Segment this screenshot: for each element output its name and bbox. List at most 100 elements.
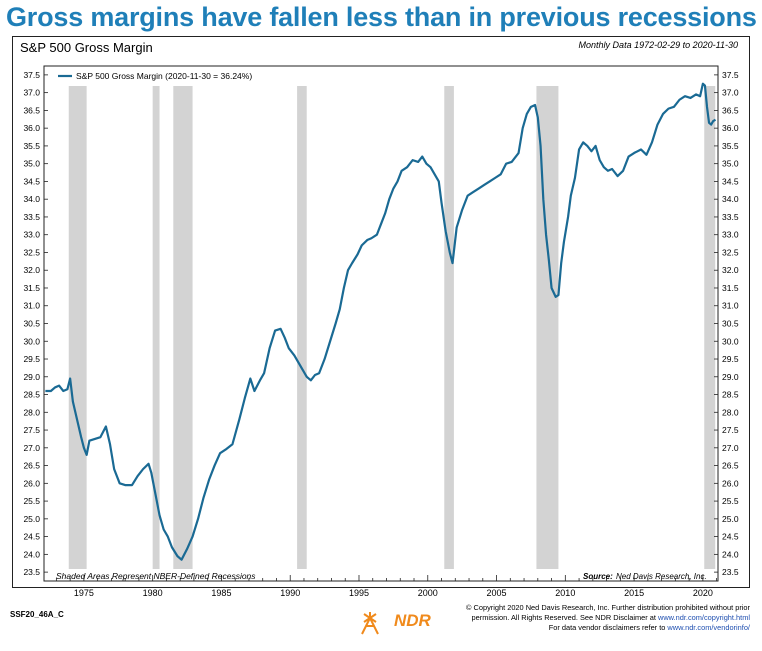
series-layer <box>45 82 717 561</box>
tick-layer: 23.5 23.5 24.0 24.0 24.5 24.5 25.0 25.0 25.5 25.5… <box>23 70 738 598</box>
y-tick-label-right: 31.5 <box>722 283 739 293</box>
y-tick-label-left: 28.0 <box>23 407 40 417</box>
recession-band-4 <box>444 86 454 569</box>
y-tick-label-left: 28.5 <box>23 390 40 400</box>
y-tick-label-left: 29.0 <box>23 372 40 382</box>
x-tick-label: 2020 <box>693 588 713 598</box>
recession-shading-layer <box>68 86 716 569</box>
y-tick-label-left: 36.5 <box>23 105 40 115</box>
y-tick-label-right: 30.0 <box>722 336 739 346</box>
x-tick-label: 1990 <box>280 588 300 598</box>
legend-label: S&P 500 Gross Margin (2020-11-30 = 36.24… <box>76 71 252 81</box>
y-tick-label-right: 36.0 <box>722 123 739 133</box>
y-tick-label-right: 26.5 <box>722 461 739 471</box>
y-tick-label-left: 24.0 <box>23 549 40 559</box>
x-tick-label: 1985 <box>211 588 231 598</box>
y-tick-label-right: 29.5 <box>722 354 739 364</box>
y-tick-label-right: 30.5 <box>722 319 739 329</box>
y-tick-label-right: 34.0 <box>722 194 739 204</box>
y-tick-label-left: 27.5 <box>23 425 40 435</box>
recession-band-6 <box>704 86 716 569</box>
y-tick-label-right: 37.5 <box>722 70 739 80</box>
y-tick-label-right: 35.0 <box>722 159 739 169</box>
y-tick-label-right: 26.0 <box>722 478 739 488</box>
y-tick-label-left: 25.0 <box>23 514 40 524</box>
y-tick-label-left: 30.5 <box>23 319 40 329</box>
y-tick-label-left: 34.5 <box>23 176 40 186</box>
logo-text: NDR <box>394 611 431 630</box>
recession-band-5 <box>536 86 559 569</box>
x-tick-label: 1975 <box>74 588 94 598</box>
y-tick-label-left: 32.5 <box>23 247 40 257</box>
recession-band-1 <box>152 86 160 569</box>
y-tick-label-left: 26.0 <box>23 478 40 488</box>
y-tick-label-right: 24.5 <box>722 532 739 542</box>
x-tick-label: 2005 <box>487 588 507 598</box>
y-tick-label-right: 28.5 <box>722 390 739 400</box>
y-tick-label-left: 35.0 <box>23 159 40 169</box>
y-tick-label-left: 37.0 <box>23 88 40 98</box>
x-tick-label: 1995 <box>349 588 369 598</box>
shading-note: Shaded Areas Represent NBER-Defined Rece… <box>56 571 256 581</box>
copyright-line-3-text: For data vendor disclaimers refer to <box>548 623 668 632</box>
y-tick-label-right: 23.5 <box>722 567 739 577</box>
plot-area-border <box>43 65 719 582</box>
y-tick-label-left: 35.5 <box>23 141 40 151</box>
y-tick-label-right: 34.5 <box>722 176 739 186</box>
copyright-line-2-text: permission. All Rights Reserved. See NDR… <box>471 613 658 622</box>
y-tick-label-left: 34.0 <box>23 194 40 204</box>
source-value: Ned Davis Research, Inc. <box>616 572 707 581</box>
recession-band-3 <box>297 86 307 569</box>
y-tick-label-left: 23.5 <box>23 567 40 577</box>
y-tick-label-left: 25.5 <box>23 496 40 506</box>
copyright-line-3: For data vendor disclaimers refer to www… <box>450 623 750 633</box>
chart-frame <box>12 36 750 588</box>
y-tick-label-right: 32.0 <box>722 265 739 275</box>
y-tick-label-right: 28.0 <box>722 407 739 417</box>
footer-code: SSF20_46A_C <box>10 610 64 619</box>
y-tick-label-right: 25.0 <box>722 514 739 524</box>
headline: Gross margins have fallen less than in p… <box>6 2 757 32</box>
y-tick-label-right: 27.0 <box>722 443 739 453</box>
y-tick-label-left: 33.0 <box>23 230 40 240</box>
ndr-logo-icon <box>361 612 379 635</box>
x-tick-label: 1980 <box>143 588 163 598</box>
x-tick-label: 2015 <box>624 588 644 598</box>
y-tick-label-right: 32.5 <box>722 247 739 257</box>
y-tick-label-right: 33.5 <box>722 212 739 222</box>
y-tick-label-left: 33.5 <box>23 212 40 222</box>
copyright-line-1: © Copyright 2020 Ned Davis Research, Inc… <box>466 603 750 612</box>
recession-band-0 <box>68 86 87 569</box>
y-tick-label-right: 31.0 <box>722 301 739 311</box>
copyright-link[interactable]: www.ndr.com/copyright.html <box>657 613 750 622</box>
y-tick-label-right: 25.5 <box>722 496 739 506</box>
chart-title: S&P 500 Gross Margin <box>20 40 153 55</box>
y-tick-label-left: 31.0 <box>23 301 40 311</box>
y-tick-label-right: 29.0 <box>722 372 739 382</box>
y-tick-label-right: 24.0 <box>722 549 739 559</box>
y-tick-label-right: 37.0 <box>722 88 739 98</box>
y-tick-label-left: 32.0 <box>23 265 40 275</box>
series-line-gross-margin <box>45 82 717 561</box>
y-tick-label-left: 30.0 <box>23 336 40 346</box>
x-tick-label: 2000 <box>418 588 438 598</box>
legend: S&P 500 Gross Margin (2020-11-30 = 36.24… <box>58 71 252 81</box>
y-tick-label-right: 36.5 <box>722 105 739 115</box>
y-tick-label-left: 37.5 <box>23 70 40 80</box>
recession-band-2 <box>173 86 193 569</box>
y-tick-label-left: 27.0 <box>23 443 40 453</box>
copyright-line-2: permission. All Rights Reserved. See NDR… <box>450 613 750 623</box>
y-tick-label-left: 26.5 <box>23 461 40 471</box>
y-tick-label-right: 33.0 <box>722 230 739 240</box>
y-tick-label-right: 35.5 <box>722 141 739 151</box>
source-label: Source: <box>583 572 613 581</box>
data-range-note: Monthly Data 1972-02-29 to 2020-11-30 <box>578 40 738 50</box>
y-tick-label-right: 27.5 <box>722 425 739 435</box>
y-tick-label-left: 36.0 <box>23 123 40 133</box>
x-tick-label: 2010 <box>555 588 575 598</box>
y-tick-label-left: 31.5 <box>23 283 40 293</box>
copyright-notice: © Copyright 2020 Ned Davis Research, Inc… <box>450 603 750 633</box>
vendor-info-link[interactable]: www.ndr.com/vendorinfo/ <box>667 623 750 632</box>
y-tick-label-left: 29.5 <box>23 354 40 364</box>
